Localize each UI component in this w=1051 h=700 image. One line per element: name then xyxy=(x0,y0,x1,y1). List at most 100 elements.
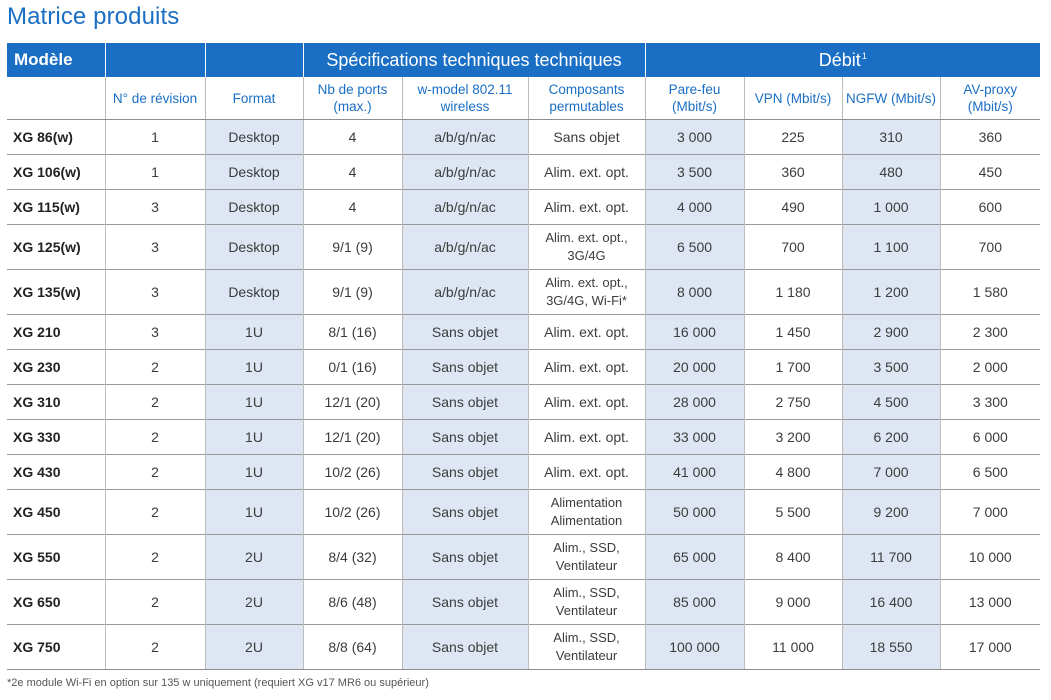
cell-ports: 8/8 (64) xyxy=(302,624,402,670)
cell-components: Alim., SSD, Ventilateur xyxy=(527,579,646,625)
cell-wifi: a/b/g/n/ac xyxy=(401,189,528,225)
cell-ports: 4 xyxy=(302,119,402,155)
col-header-ngfw: NGFW (Mbit/s) xyxy=(841,77,941,120)
cell-model: XG 106(w) xyxy=(7,154,105,190)
cell-wifi: a/b/g/n/ac xyxy=(401,224,528,270)
cell-revision: 1 xyxy=(104,119,205,155)
cell-ngfw: 9 200 xyxy=(841,489,941,535)
cell-ngfw: 18 550 xyxy=(841,624,941,670)
footnote: *2e module Wi-Fi en option sur 135 w uni… xyxy=(7,677,429,689)
cell-vpn: 700 xyxy=(743,224,843,270)
cell-format: Desktop xyxy=(204,119,303,155)
cell-format: 2U xyxy=(204,624,303,670)
cell-revision: 1 xyxy=(104,154,205,190)
cell-components: Alimentation Alimentation xyxy=(527,489,646,535)
cell-vpn: 1 180 xyxy=(743,269,843,315)
table-row: XG 750 2 2U 8/8 (64) Sans objet Alim., S… xyxy=(7,624,1041,670)
cell-firewall: 50 000 xyxy=(644,489,745,535)
cell-avproxy: 17 000 xyxy=(939,624,1041,670)
cell-vpn: 4 800 xyxy=(743,454,843,490)
cell-format: 1U xyxy=(204,314,303,350)
cell-wifi: Sans objet xyxy=(401,534,528,580)
cell-components: Alim. ext. opt. xyxy=(527,349,646,385)
cell-wifi: Sans objet xyxy=(401,384,528,420)
cell-model: XG 115(w) xyxy=(7,189,105,225)
cell-avproxy: 1 580 xyxy=(939,269,1041,315)
cell-avproxy: 6 500 xyxy=(939,454,1041,490)
cell-vpn: 360 xyxy=(743,154,843,190)
cell-ports: 4 xyxy=(302,154,402,190)
header-specs: Spécifications techniques techniques xyxy=(302,43,646,77)
cell-avproxy: 3 300 xyxy=(939,384,1041,420)
cell-revision: 2 xyxy=(104,534,205,580)
cell-ports: 9/1 (9) xyxy=(302,224,402,270)
cell-avproxy: 6 000 xyxy=(939,419,1041,455)
cell-format: 2U xyxy=(204,534,303,580)
cell-components: Alim. ext. opt., 3G/4G, Wi-Fi* xyxy=(527,269,646,315)
cell-revision: 2 xyxy=(104,349,205,385)
cell-avproxy: 700 xyxy=(939,224,1041,270)
cell-model: XG 330 xyxy=(7,419,105,455)
group-header-row: Modèle Spécifications techniques techniq… xyxy=(7,43,1041,77)
cell-format: 1U xyxy=(204,454,303,490)
header-spacer-1 xyxy=(104,43,205,77)
cell-components: Alim., SSD, Ventilateur xyxy=(527,534,646,580)
cell-wifi: Sans objet xyxy=(401,314,528,350)
col-header-empty xyxy=(7,77,105,120)
cell-revision: 3 xyxy=(104,269,205,315)
cell-avproxy: 10 000 xyxy=(939,534,1041,580)
cell-firewall: 16 000 xyxy=(644,314,745,350)
cell-firewall: 6 500 xyxy=(644,224,745,270)
cell-avproxy: 2 000 xyxy=(939,349,1041,385)
cell-vpn: 5 500 xyxy=(743,489,843,535)
cell-avproxy: 7 000 xyxy=(939,489,1041,535)
cell-ngfw: 310 xyxy=(841,119,941,155)
cell-firewall: 20 000 xyxy=(644,349,745,385)
cell-components: Alim. ext. opt. xyxy=(527,314,646,350)
cell-firewall: 8 000 xyxy=(644,269,745,315)
cell-revision: 3 xyxy=(104,189,205,225)
cell-model: XG 230 xyxy=(7,349,105,385)
cell-vpn: 8 400 xyxy=(743,534,843,580)
header-throughput: Débit1 xyxy=(644,43,1041,77)
cell-vpn: 3 200 xyxy=(743,419,843,455)
cell-components: Alim. ext. opt. xyxy=(527,454,646,490)
cell-model: XG 125(w) xyxy=(7,224,105,270)
cell-format: Desktop xyxy=(204,189,303,225)
cell-ngfw: 4 500 xyxy=(841,384,941,420)
cell-wifi: a/b/g/n/ac xyxy=(401,154,528,190)
cell-components: Alim., SSD, Ventilateur xyxy=(527,624,646,670)
col-header-ports: Nb de ports (max.) xyxy=(302,77,402,120)
cell-avproxy: 600 xyxy=(939,189,1041,225)
cell-wifi: a/b/g/n/ac xyxy=(401,269,528,315)
cell-vpn: 1 700 xyxy=(743,349,843,385)
col-header-vpn: VPN (Mbit/s) xyxy=(743,77,843,120)
cell-wifi: a/b/g/n/ac xyxy=(401,119,528,155)
table-row: XG 650 2 2U 8/6 (48) Sans objet Alim., S… xyxy=(7,579,1041,625)
cell-ports: 8/1 (16) xyxy=(302,314,402,350)
col-header-revision: N° de révision xyxy=(104,77,205,120)
cell-ngfw: 11 700 xyxy=(841,534,941,580)
cell-firewall: 65 000 xyxy=(644,534,745,580)
cell-revision: 2 xyxy=(104,419,205,455)
cell-components: Sans objet xyxy=(527,119,646,155)
cell-revision: 2 xyxy=(104,384,205,420)
table-row: XG 86(w) 1 Desktop 4 a/b/g/n/ac Sans obj… xyxy=(7,119,1041,155)
cell-format: Desktop xyxy=(204,154,303,190)
page-title: Matrice produits xyxy=(7,3,180,30)
cell-ngfw: 16 400 xyxy=(841,579,941,625)
cell-firewall: 4 000 xyxy=(644,189,745,225)
cell-model: XG 550 xyxy=(7,534,105,580)
cell-revision: 2 xyxy=(104,624,205,670)
cell-ngfw: 6 200 xyxy=(841,419,941,455)
cell-wifi: Sans objet xyxy=(401,454,528,490)
cell-wifi: Sans objet xyxy=(401,419,528,455)
cell-components: Alim. ext. opt. xyxy=(527,189,646,225)
table-row: XG 550 2 2U 8/4 (32) Sans objet Alim., S… xyxy=(7,534,1041,580)
cell-format: Desktop xyxy=(204,224,303,270)
cell-revision: 3 xyxy=(104,224,205,270)
column-header-row: N° de révision Format Nb de ports (max.)… xyxy=(7,77,1041,120)
cell-ngfw: 1 000 xyxy=(841,189,941,225)
cell-model: XG 750 xyxy=(7,624,105,670)
cell-ports: 12/1 (20) xyxy=(302,384,402,420)
